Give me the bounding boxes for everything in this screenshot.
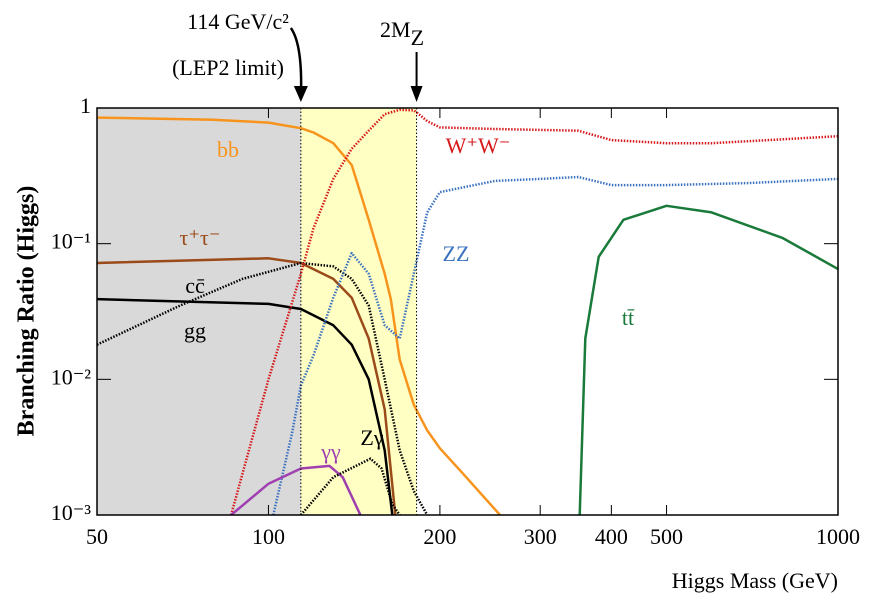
arrowhead xyxy=(293,86,308,102)
y-tick-label: 10⁻² xyxy=(51,364,92,389)
series-line xyxy=(97,116,501,515)
plot-area xyxy=(97,108,838,515)
series-label: τ⁺τ⁻ xyxy=(180,225,221,250)
x-tick-label: 200 xyxy=(423,524,456,549)
series-line xyxy=(229,108,838,515)
overlay: 50 100 200 300 400 500 1000 1 10⁻¹ 10⁻² 10⁻³ 114 Ge… xyxy=(51,9,860,549)
arrowhead xyxy=(410,86,423,102)
regions xyxy=(97,108,417,515)
annotation: 114 GeV/c² xyxy=(187,9,289,34)
y-axis-label: Branching Ratio (Higgs) xyxy=(14,186,40,437)
x-tick-label: 50 xyxy=(86,524,108,549)
annotation-subscript: Z xyxy=(411,25,424,50)
series-line xyxy=(272,175,838,515)
annotation: 2M xyxy=(380,17,411,42)
y-tick-label: 10⁻³ xyxy=(51,500,92,525)
series-line xyxy=(97,257,397,515)
x-tick-label: 300 xyxy=(524,524,557,549)
series-label: tt̄ xyxy=(622,305,635,330)
frame xyxy=(96,107,839,516)
x-axis-label: Higgs Mass (GeV) xyxy=(672,568,838,593)
y-tick-label: 10⁻¹ xyxy=(51,229,91,254)
y-tick-label: 1 xyxy=(80,93,91,118)
x-tick-label: 100 xyxy=(252,524,285,549)
series-label: bb xyxy=(217,137,239,162)
series-line xyxy=(578,204,838,515)
x-tick-label: 1000 xyxy=(816,524,860,549)
series-line xyxy=(97,261,429,515)
x-tick-label: 400 xyxy=(595,524,628,549)
series-label: W⁺W⁻ xyxy=(446,133,511,158)
series-label: cc̄ xyxy=(185,273,205,298)
x-tick-label: 500 xyxy=(650,524,683,549)
series-line xyxy=(230,464,362,515)
series-label: gg xyxy=(184,318,206,343)
series-line xyxy=(97,297,394,515)
series-label: γγ xyxy=(320,439,341,464)
series-label: Zγ xyxy=(360,425,383,450)
annotation: (LEP2 limit) xyxy=(172,55,284,80)
shaded-region xyxy=(97,108,301,515)
series-label: ZZ xyxy=(443,241,470,266)
